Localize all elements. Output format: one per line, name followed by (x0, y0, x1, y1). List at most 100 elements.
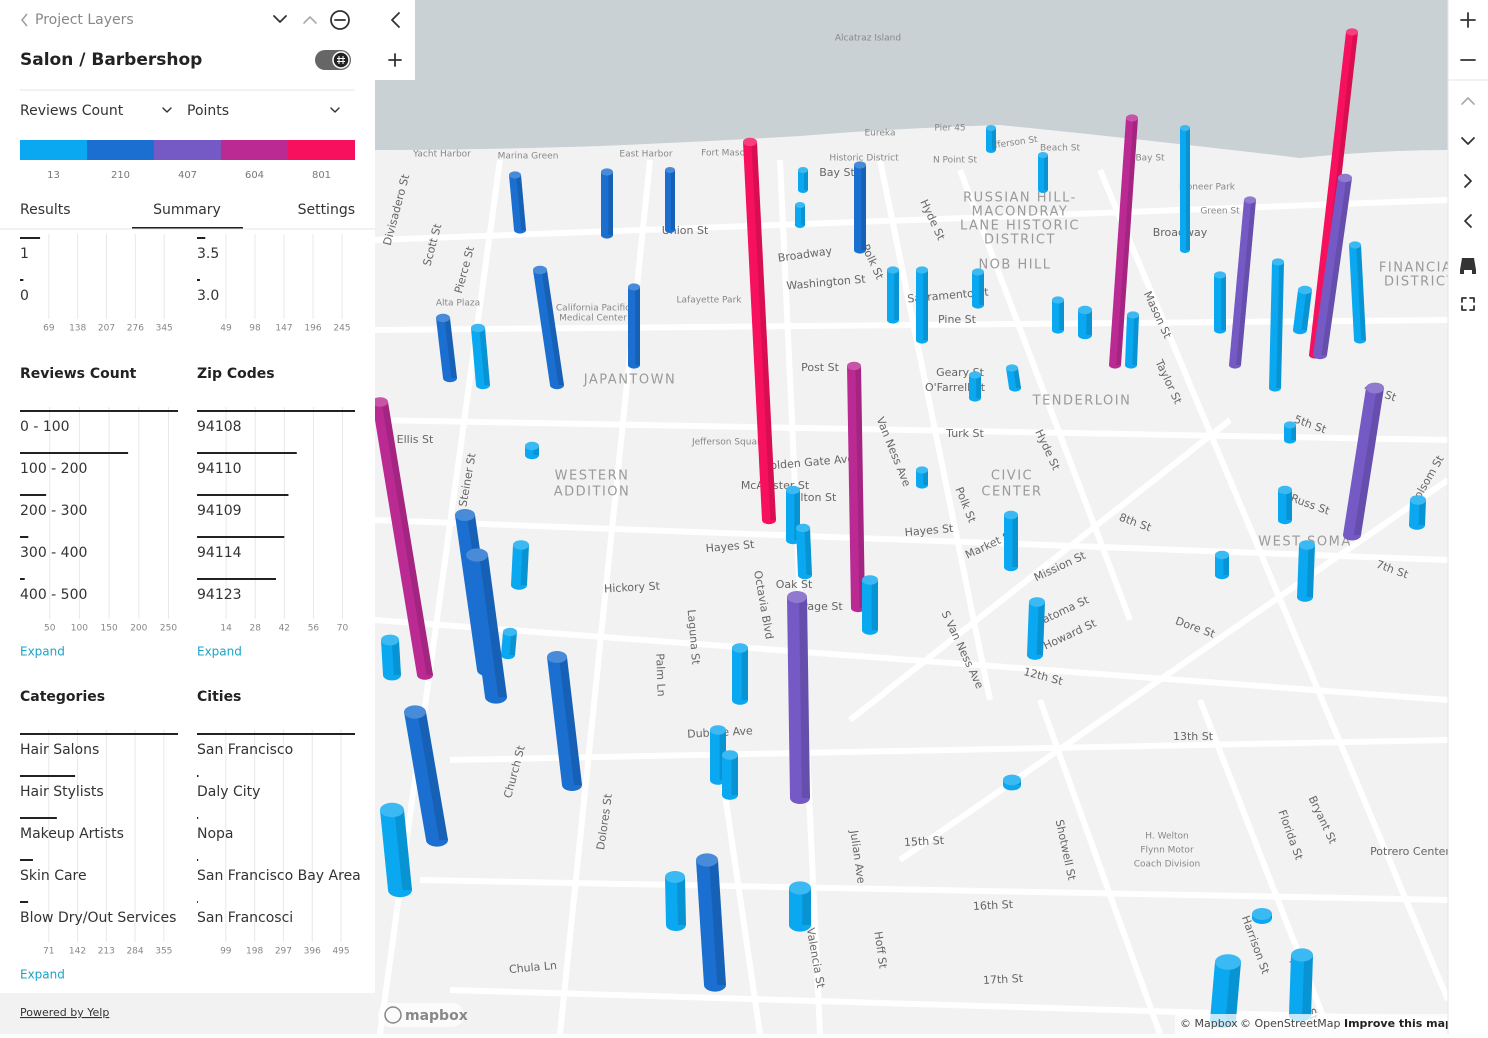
extruded-point[interactable] (796, 523, 812, 580)
extruded-point[interactable] (501, 627, 517, 660)
tab[interactable]: Results (20, 202, 71, 218)
breadcrumb[interactable]: Project Layers (35, 12, 134, 28)
extruded-point[interactable] (525, 441, 539, 460)
extruded-point[interactable] (1214, 271, 1226, 334)
extruded-point[interactable] (787, 591, 810, 804)
tab[interactable]: Summary (153, 202, 221, 218)
expand-link[interactable]: Expand (20, 968, 65, 982)
extruded-point[interactable] (1078, 305, 1092, 340)
extruded-point[interactable] (1284, 421, 1296, 444)
extruded-point[interactable] (1349, 241, 1366, 344)
point-shade (709, 860, 726, 985)
bar-label: 94114 (197, 545, 242, 561)
extruded-point[interactable] (1269, 258, 1284, 392)
extruded-point[interactable] (986, 125, 996, 153)
extruded-point[interactable] (795, 202, 805, 228)
collapse-panel[interactable] (391, 12, 400, 28)
extruded-point[interactable] (1215, 550, 1229, 580)
expand-layer[interactable] (273, 15, 287, 23)
extruded-point[interactable] (789, 881, 811, 932)
extruded-point[interactable] (972, 268, 984, 309)
back-icon[interactable] (21, 13, 28, 27)
extruded-point[interactable] (404, 705, 448, 847)
extruded-point[interactable] (533, 265, 564, 390)
extruded-point[interactable] (601, 168, 613, 239)
point-body (1269, 262, 1284, 388)
extruded-point[interactable] (1293, 285, 1312, 335)
extruded-point[interactable] (1180, 125, 1190, 253)
extruded-point[interactable] (916, 266, 928, 344)
extruded-point[interactable] (509, 171, 526, 234)
bar-label: Hair Stylists (20, 784, 104, 800)
extruded-point[interactable] (916, 466, 928, 489)
extruded-point[interactable] (1109, 114, 1138, 369)
tilt-down[interactable] (1461, 137, 1475, 145)
extruded-point[interactable] (1297, 540, 1315, 602)
attribution[interactable]: © Mapbox (1180, 1017, 1238, 1030)
zoom-in[interactable] (1460, 12, 1476, 28)
extruded-point[interactable] (798, 167, 808, 193)
extruded-point[interactable] (1313, 173, 1352, 360)
rotate-left[interactable] (1464, 214, 1472, 228)
extruded-point[interactable] (471, 323, 490, 390)
driving-mode[interactable] (1460, 258, 1476, 274)
tilt-up[interactable] (1461, 97, 1475, 105)
add-layer[interactable] (388, 53, 402, 67)
extruded-point[interactable] (854, 161, 866, 254)
point-top (1126, 114, 1138, 122)
extruded-point[interactable] (372, 397, 433, 680)
extruded-point[interactable] (1289, 948, 1313, 1022)
map-label: Pine St (938, 313, 977, 326)
extruded-point[interactable] (1027, 597, 1045, 660)
bar-label: 300 - 400 (20, 545, 87, 561)
dropdown-icon[interactable] (162, 107, 172, 113)
expand-link[interactable]: Expand (20, 645, 65, 659)
extruded-point[interactable] (1004, 510, 1018, 572)
point-top (381, 634, 399, 646)
expand-link[interactable]: Expand (197, 645, 242, 659)
extruded-point[interactable] (1278, 485, 1292, 525)
extruded-point[interactable] (1006, 364, 1021, 392)
extruded-point[interactable] (381, 634, 401, 681)
point-shade (1036, 602, 1045, 655)
extruded-point[interactable] (887, 266, 899, 324)
extruded-point[interactable] (466, 548, 507, 704)
extruded-point[interactable] (1229, 196, 1256, 369)
tab[interactable]: Settings (298, 202, 355, 218)
map[interactable]: Alcatraz Island Yacht Harbor Marina Green E… (372, 0, 1461, 1034)
display-type-select[interactable]: Points (187, 103, 229, 119)
extruded-point[interactable] (862, 575, 878, 635)
extruded-point[interactable] (665, 871, 686, 931)
rotate-right[interactable] (1464, 174, 1472, 188)
extruded-point[interactable] (436, 313, 457, 383)
move-layer-up[interactable] (303, 16, 317, 24)
extruded-point[interactable] (1003, 774, 1021, 791)
extruded-point[interactable] (1409, 495, 1426, 530)
point-top-light (1078, 305, 1092, 315)
extruded-point[interactable] (1052, 296, 1064, 334)
extruded-point[interactable] (696, 853, 726, 992)
fullscreen[interactable] (1461, 297, 1475, 311)
dropdown-icon[interactable] (330, 107, 340, 113)
extruded-point[interactable] (722, 750, 738, 800)
extruded-point[interactable] (847, 361, 865, 613)
extruded-point[interactable] (1252, 908, 1272, 924)
extruded-point[interactable] (665, 167, 675, 233)
extruded-point[interactable] (1038, 152, 1048, 193)
remove-layer[interactable] (330, 10, 350, 30)
powered-by[interactable]: Powered by Yelp (20, 1006, 109, 1019)
attribution[interactable]: © OpenStreetMap (1240, 1017, 1341, 1030)
extruded-point[interactable] (1125, 311, 1139, 369)
extruded-point[interactable] (511, 540, 529, 590)
map-label: Hickory St (604, 580, 661, 596)
extruded-point[interactable] (628, 283, 640, 369)
extruded-point[interactable] (380, 802, 412, 898)
point-top-light (887, 266, 899, 274)
attribution[interactable]: Improve this map (1344, 1017, 1453, 1030)
extruded-point[interactable] (743, 137, 776, 525)
extruded-point[interactable] (1343, 382, 1384, 541)
extruded-point[interactable] (547, 651, 582, 791)
extruded-point[interactable] (969, 371, 981, 402)
extruded-point[interactable] (732, 643, 748, 705)
color-by-select[interactable]: Reviews Count (20, 103, 124, 119)
